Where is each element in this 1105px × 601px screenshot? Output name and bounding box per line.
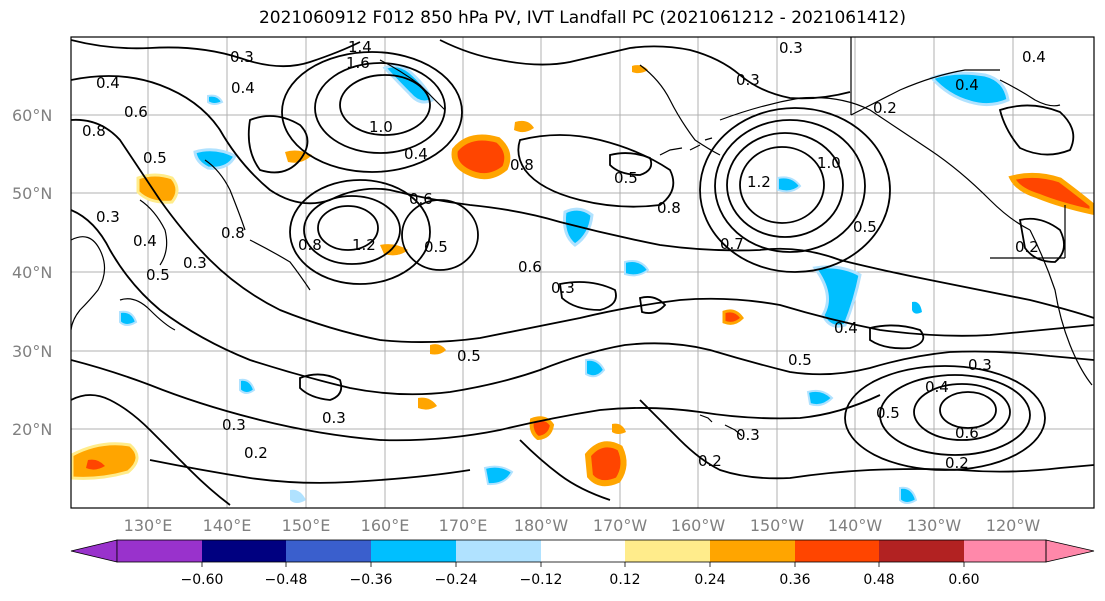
contour-label: 0.2 [945, 454, 969, 472]
contour-label: 1.6 [346, 54, 370, 72]
contour-label: 0.2 [244, 444, 268, 462]
colorbar-extend-high [1045, 539, 1095, 563]
colorbar-segment [286, 540, 371, 562]
pv-fill-positive [71, 65, 1094, 487]
contour-label: 0.3 [968, 356, 992, 374]
contour-label: 0.3 [736, 426, 760, 444]
lon-label: 160°E [361, 516, 410, 535]
contour-label: 0.5 [853, 218, 877, 236]
contour-label: 0.4 [231, 79, 255, 97]
latitude-labels: 60°N 50°N 40°N 30°N 20°N [12, 106, 52, 439]
map-title: 2021060912 F012 850 hPa PV, IVT Landfall… [258, 8, 906, 28]
contour-labels: 0.3 0.4 1.4 1.6 1.0 0.4 0.8 0.6 1.2 0.5 … [82, 38, 1046, 472]
contour-label: 0.5 [614, 169, 638, 187]
contour-label: 0.3 [322, 409, 346, 427]
colorbar-tick-label: −0.24 [435, 572, 478, 588]
contour-label: 0.5 [788, 351, 812, 369]
contour-label: 0.6 [955, 424, 979, 442]
lon-label: 130°E [124, 516, 173, 535]
lat-label-60n: 60°N [12, 106, 52, 125]
contour-label: 0.4 [834, 319, 858, 337]
lon-label: 170°W [593, 516, 648, 535]
lon-label: 180°W [514, 516, 569, 535]
lon-label: 140°W [828, 516, 883, 535]
colorbar-segment [879, 540, 964, 562]
contour-label: 1.0 [369, 118, 393, 136]
contour-label: 0.5 [457, 347, 481, 365]
ivt-contours [71, 39, 1094, 506]
contour-label: 0.8 [657, 199, 681, 217]
colorbar-tick-label: 0.24 [694, 572, 725, 588]
colorbar-tick-label: −0.48 [265, 572, 308, 588]
contour-label: 0.3 [222, 416, 246, 434]
contour-label: 0.8 [221, 224, 245, 242]
contour-label: 0.8 [510, 156, 534, 174]
lon-label: 150°E [282, 516, 331, 535]
contour-label: 1.4 [348, 38, 372, 56]
colorbar-tick-label: −0.36 [350, 572, 393, 588]
lon-label: 150°W [750, 516, 805, 535]
contour-label: 0.6 [124, 103, 148, 121]
lon-label: 160°W [671, 516, 726, 535]
colorbar-segment [710, 540, 795, 562]
colorbar-frame [116, 539, 1047, 563]
coastlines [71, 37, 1093, 437]
colorbar-segment [371, 540, 456, 562]
contour-label: 0.8 [298, 236, 322, 254]
contour-label: 0.4 [1022, 48, 1046, 66]
lat-label-30n: 30°N [12, 342, 52, 361]
colorbar-tick-label: 0.36 [779, 572, 810, 588]
contour-label: 0.6 [409, 190, 433, 208]
longitude-labels: 130°E 140°E 150°E 160°E 170°E 180°W 170°… [124, 516, 1041, 535]
colorbar-segment [202, 540, 286, 562]
contour-label: 0.2 [1015, 238, 1039, 256]
colorbar-segment [456, 540, 541, 562]
colorbar-segment [625, 540, 710, 562]
colorbar-tick-label: 0.48 [863, 572, 894, 588]
pv-fill-negative [119, 64, 1010, 504]
colorbar-segment [964, 540, 1046, 562]
lon-label: 120°W [986, 516, 1041, 535]
colorbar-tick-label: −0.60 [181, 572, 224, 588]
contour-label: 0.3 [230, 48, 254, 66]
colorbar: −0.60 −0.48 −0.36 −0.24 −0.12 0.12 0.24 … [70, 539, 1095, 588]
colorbar-tick-label: 0.12 [609, 572, 640, 588]
lat-label-50n: 50°N [12, 184, 52, 203]
lon-label: 130°W [907, 516, 962, 535]
contour-label: 0.4 [404, 145, 428, 163]
contour-label: 1.0 [817, 154, 841, 172]
contour-label: 0.5 [146, 266, 170, 284]
contour-label: 0.4 [133, 232, 157, 250]
colorbar-tick-label: −0.12 [520, 572, 563, 588]
lat-label-40n: 40°N [12, 263, 52, 282]
colorbar-segment [541, 540, 625, 562]
contour-label: 0.3 [736, 71, 760, 89]
contour-label: 0.2 [698, 452, 722, 470]
lat-label-20n: 20°N [12, 420, 52, 439]
contour-label: 0.2 [873, 99, 897, 117]
colorbar-segment [117, 540, 202, 562]
contour-label: 0.4 [96, 74, 120, 92]
contour-label: 0.5 [876, 404, 900, 422]
lon-label: 170°E [439, 516, 488, 535]
colorbar-extend-low [70, 539, 118, 563]
contour-label: 0.5 [143, 149, 167, 167]
contour-label: 0.3 [779, 39, 803, 57]
contour-label: 0.3 [96, 208, 120, 226]
contour-label: 1.2 [747, 173, 771, 191]
contour-label: 0.3 [183, 254, 207, 272]
contour-label: 0.6 [518, 258, 542, 276]
contour-label: 0.4 [955, 76, 979, 94]
contour-label: 0.4 [925, 378, 949, 396]
map-frame [70, 36, 1095, 509]
colorbar-tick-label: 0.60 [948, 572, 979, 588]
lon-label: 140°E [203, 516, 252, 535]
contour-label: 0.3 [551, 279, 575, 297]
colorbar-segment [795, 540, 879, 562]
contour-label: 0.8 [82, 122, 106, 140]
contour-label: 1.2 [352, 236, 376, 254]
contour-label: 0.7 [720, 235, 744, 253]
contour-label: 0.5 [424, 238, 448, 256]
